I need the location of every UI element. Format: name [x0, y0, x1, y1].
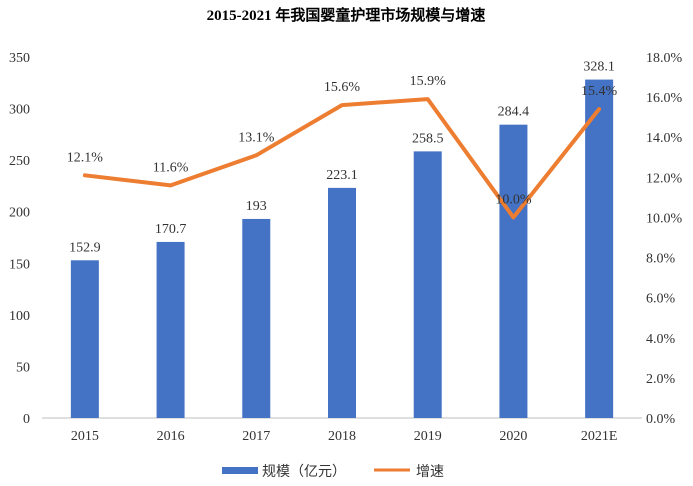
- x-tick-label: 2021E: [581, 429, 618, 444]
- bar-data-label: 258.5: [412, 131, 444, 146]
- y-right-tick-label: 14.0%: [646, 131, 683, 146]
- legend: 规模（亿元） 增速: [222, 464, 444, 480]
- y-right-tick-label: 2.0%: [646, 372, 676, 387]
- y-left-tick-label: 250: [9, 154, 30, 169]
- legend-bar-swatch: [222, 467, 258, 474]
- bar-data-label: 223.1: [326, 168, 358, 183]
- line-data-label: 15.9%: [410, 74, 447, 89]
- legend-bar-label: 规模（亿元）: [262, 464, 346, 480]
- y-right-tick-label: 8.0%: [646, 252, 676, 267]
- legend-line-label: 增速: [416, 464, 444, 480]
- y-right-tick-label: 6.0%: [646, 292, 676, 307]
- x-tick-label: 2017: [242, 429, 270, 444]
- bar: [328, 187, 356, 418]
- bar: [242, 218, 271, 418]
- y-left-tick-label: 200: [9, 206, 30, 221]
- bar-data-label: 284.4: [498, 105, 530, 120]
- bar: [413, 151, 442, 418]
- x-tick-label: 2015: [71, 429, 99, 444]
- bar: [585, 79, 614, 418]
- x-tick-label: 2018: [328, 429, 356, 444]
- line-data-label: 13.1%: [238, 130, 275, 145]
- y-right-tick-label: 12.0%: [646, 171, 683, 186]
- bar-series: [70, 79, 614, 418]
- right-axis: 0.0% 2.0% 4.0% 6.0% 8.0% 10.0% 12.0% 14.0% 16.0%…: [646, 51, 683, 427]
- line-data-label: 15.4%: [581, 84, 618, 99]
- line-data-label: 12.1%: [67, 150, 104, 165]
- x-axis: 2015 2016 2017 2018 2019 2020 2021E: [71, 429, 618, 444]
- line-data-label: 10.0%: [495, 192, 532, 207]
- y-left-tick-label: 300: [9, 103, 30, 118]
- y-right-tick-label: 10.0%: [646, 211, 683, 226]
- x-tick-label: 2019: [414, 429, 442, 444]
- y-left-tick-label: 50: [16, 360, 30, 375]
- x-tick-label: 2016: [157, 429, 185, 444]
- bar-data-label: 193: [246, 199, 267, 214]
- y-left-tick-label: 350: [9, 51, 30, 66]
- growth-line: [82, 97, 602, 220]
- x-tick-label: 2020: [499, 429, 527, 444]
- y-right-tick-label: 16.0%: [646, 91, 683, 106]
- bar: [70, 260, 99, 418]
- y-left-tick-label: 150: [9, 257, 30, 272]
- bar-data-labels: 152.9 170.7 193 223.1 258.5 284.4 328.1: [69, 60, 615, 256]
- y-right-tick-label: 0.0%: [646, 412, 676, 427]
- bar: [499, 124, 528, 418]
- y-right-tick-label: 4.0%: [646, 332, 676, 347]
- chart-title: 2015-2021 年我国婴童护理市场规模与增速: [207, 6, 486, 24]
- bar-data-label: 152.9: [69, 240, 101, 255]
- y-right-tick-label: 18.0%: [646, 51, 683, 66]
- y-left-tick-label: 100: [9, 309, 30, 324]
- line-series: [82, 97, 602, 220]
- line-data-label: 15.6%: [324, 80, 361, 95]
- line-data-labels: 12.1% 11.6% 13.1% 15.6% 15.9% 10.0% 15.4%: [67, 74, 618, 207]
- bar-data-label: 170.7: [155, 222, 187, 237]
- left-axis: 0 50 100 150 200 250 300 350: [9, 51, 30, 427]
- bar-data-label: 328.1: [583, 60, 615, 75]
- bar: [156, 241, 185, 418]
- y-left-tick-label: 0: [23, 412, 30, 427]
- line-data-label: 11.6%: [153, 160, 189, 175]
